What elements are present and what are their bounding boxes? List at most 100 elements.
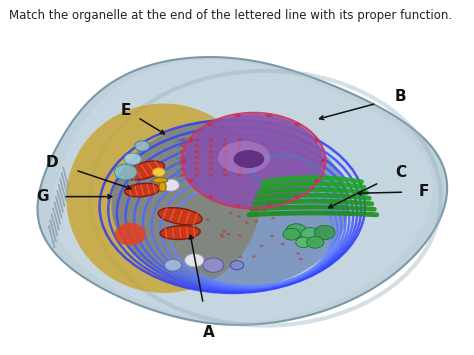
Ellipse shape — [66, 104, 261, 293]
Circle shape — [294, 195, 300, 199]
Circle shape — [307, 236, 324, 248]
Circle shape — [271, 217, 275, 220]
Circle shape — [206, 218, 210, 221]
Circle shape — [299, 258, 302, 260]
Circle shape — [237, 138, 242, 141]
Circle shape — [162, 179, 179, 191]
Circle shape — [245, 221, 249, 224]
Circle shape — [185, 254, 204, 267]
Circle shape — [194, 173, 199, 177]
Text: G: G — [36, 189, 49, 204]
Circle shape — [194, 168, 199, 171]
Circle shape — [314, 225, 335, 240]
Circle shape — [237, 173, 242, 177]
Circle shape — [188, 138, 193, 142]
Circle shape — [254, 220, 258, 222]
Circle shape — [207, 122, 213, 126]
Circle shape — [164, 259, 182, 271]
Circle shape — [223, 173, 228, 177]
Text: A: A — [203, 324, 214, 340]
Circle shape — [283, 228, 300, 240]
Circle shape — [219, 233, 223, 236]
Circle shape — [238, 234, 242, 237]
Text: Match the organelle at the end of the lettered line with its proper function.: Match the organelle at the end of the le… — [9, 9, 453, 22]
Circle shape — [194, 156, 199, 159]
Circle shape — [260, 245, 264, 247]
Circle shape — [237, 156, 242, 159]
Circle shape — [266, 113, 272, 117]
Circle shape — [296, 252, 300, 255]
Circle shape — [194, 138, 199, 141]
Circle shape — [237, 215, 241, 218]
Circle shape — [294, 122, 300, 126]
Circle shape — [194, 150, 199, 153]
Circle shape — [286, 224, 307, 238]
Circle shape — [194, 144, 199, 147]
Circle shape — [209, 168, 213, 171]
Circle shape — [266, 204, 272, 208]
Circle shape — [188, 179, 193, 183]
Circle shape — [180, 168, 185, 171]
Ellipse shape — [158, 208, 202, 225]
Circle shape — [223, 138, 228, 141]
Circle shape — [135, 141, 150, 151]
Circle shape — [180, 162, 185, 165]
Ellipse shape — [115, 223, 146, 246]
Circle shape — [314, 138, 319, 142]
Text: D: D — [46, 155, 58, 170]
Circle shape — [270, 235, 274, 237]
Circle shape — [153, 168, 165, 176]
Circle shape — [223, 150, 228, 153]
Circle shape — [180, 150, 185, 153]
Ellipse shape — [183, 114, 323, 207]
Circle shape — [223, 162, 228, 165]
Circle shape — [230, 261, 244, 270]
Polygon shape — [37, 57, 447, 325]
Text: C: C — [395, 165, 406, 180]
Circle shape — [114, 164, 137, 180]
Circle shape — [281, 242, 285, 245]
Circle shape — [235, 204, 241, 208]
Circle shape — [203, 258, 224, 272]
Text: B: B — [395, 89, 406, 104]
Ellipse shape — [160, 225, 200, 240]
Circle shape — [296, 237, 311, 247]
Circle shape — [209, 150, 213, 153]
Circle shape — [235, 113, 241, 117]
Ellipse shape — [125, 161, 164, 180]
Ellipse shape — [159, 182, 166, 192]
Circle shape — [301, 228, 320, 241]
Circle shape — [180, 156, 185, 159]
Circle shape — [220, 235, 224, 238]
Circle shape — [227, 233, 230, 235]
Circle shape — [180, 138, 185, 141]
Circle shape — [124, 153, 141, 165]
Circle shape — [207, 195, 213, 199]
Circle shape — [263, 209, 266, 212]
Ellipse shape — [233, 150, 264, 168]
Ellipse shape — [111, 120, 348, 290]
Circle shape — [223, 156, 228, 159]
Circle shape — [209, 162, 213, 165]
Circle shape — [252, 255, 255, 258]
Circle shape — [228, 212, 232, 214]
Circle shape — [209, 156, 213, 159]
Circle shape — [180, 173, 185, 177]
Circle shape — [223, 144, 228, 147]
Circle shape — [237, 162, 242, 165]
Circle shape — [209, 173, 213, 177]
Circle shape — [209, 138, 213, 141]
Ellipse shape — [153, 178, 168, 183]
Circle shape — [239, 256, 243, 258]
Text: F: F — [419, 184, 429, 199]
Circle shape — [237, 144, 242, 147]
Ellipse shape — [218, 141, 270, 174]
Circle shape — [237, 168, 242, 171]
Circle shape — [180, 144, 185, 147]
Circle shape — [304, 231, 308, 234]
Circle shape — [194, 162, 199, 165]
Circle shape — [314, 179, 319, 183]
Circle shape — [181, 159, 186, 163]
Ellipse shape — [125, 183, 160, 197]
Circle shape — [237, 150, 242, 153]
